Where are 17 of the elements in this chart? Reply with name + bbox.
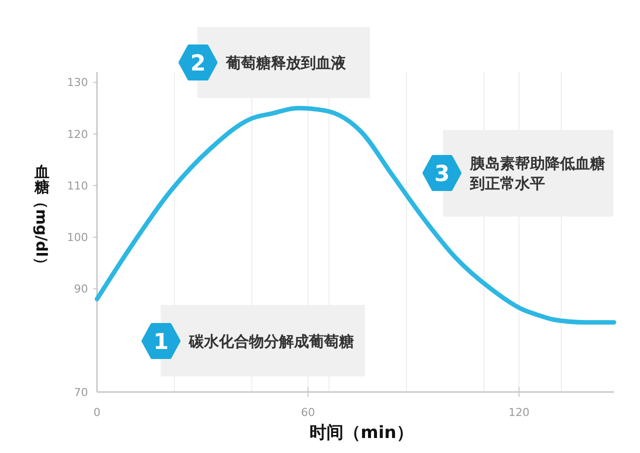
y-tick-label: 100: [67, 231, 88, 244]
annotation: 碳水化合物分解成葡萄糖: [188, 332, 354, 350]
x-tick-label: 60: [301, 406, 316, 419]
text: 葡萄糖释放到血液: [225, 54, 347, 72]
y-tick-label: 70: [74, 386, 88, 399]
y-tick-label: 130: [67, 76, 88, 90]
x-tick-label: 0: [94, 406, 100, 419]
line-series: [94, 106, 616, 325]
annotation: 2: [190, 51, 206, 76]
x-tick-label: 120: [508, 406, 530, 419]
y-tick-label: 110: [67, 179, 88, 192]
annotation: 1: [153, 330, 169, 355]
annotation: 胰岛素帮助降低血糖到正常水平: [469, 154, 605, 192]
x-axis-title: 时间（min）: [310, 423, 414, 443]
annotation: 3: [434, 162, 450, 187]
y-tick-label: 120: [67, 128, 88, 141]
y-tick-label: 90: [74, 282, 88, 296]
